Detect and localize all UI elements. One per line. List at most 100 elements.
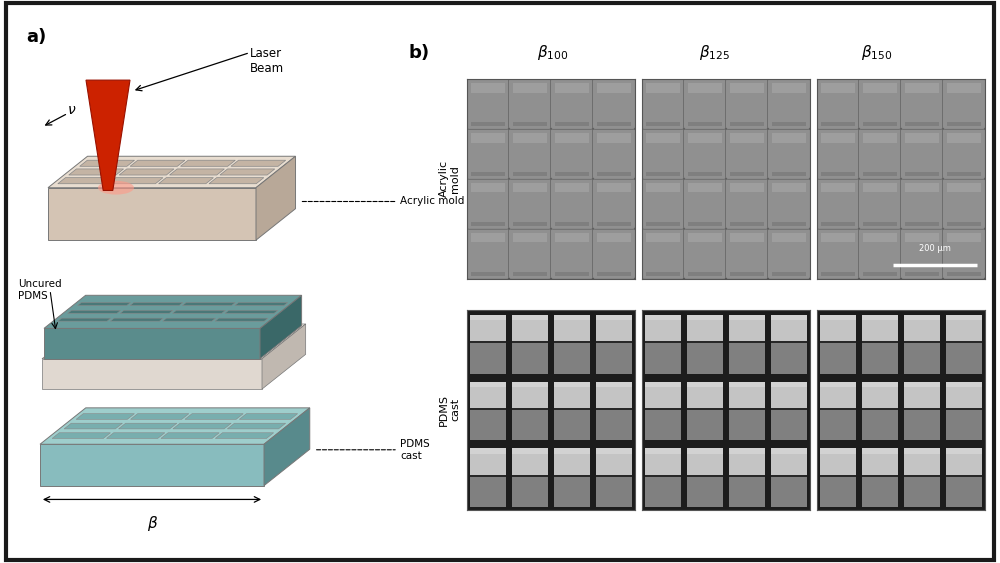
Polygon shape	[260, 295, 302, 359]
Polygon shape	[40, 408, 310, 444]
Bar	[554, 475, 590, 476]
Bar	[862, 315, 898, 320]
Polygon shape	[64, 423, 122, 429]
FancyBboxPatch shape	[684, 178, 726, 229]
FancyBboxPatch shape	[688, 133, 722, 142]
FancyBboxPatch shape	[467, 228, 509, 279]
Bar	[817, 443, 859, 510]
Bar	[726, 310, 768, 376]
Bar	[645, 475, 681, 507]
FancyBboxPatch shape	[863, 233, 897, 243]
Bar	[904, 448, 940, 454]
FancyBboxPatch shape	[646, 133, 680, 142]
FancyBboxPatch shape	[642, 178, 684, 229]
Bar	[904, 408, 940, 410]
Bar	[729, 315, 765, 320]
FancyBboxPatch shape	[597, 133, 631, 142]
Bar	[771, 475, 807, 476]
Bar	[943, 443, 985, 510]
FancyBboxPatch shape	[817, 228, 859, 279]
FancyBboxPatch shape	[730, 172, 764, 176]
Text: a): a)	[26, 28, 46, 46]
FancyBboxPatch shape	[555, 222, 589, 226]
FancyBboxPatch shape	[768, 228, 810, 279]
FancyBboxPatch shape	[726, 178, 768, 229]
Polygon shape	[264, 408, 310, 486]
FancyBboxPatch shape	[688, 122, 722, 126]
Bar	[687, 448, 723, 454]
FancyBboxPatch shape	[901, 228, 943, 279]
Bar	[596, 448, 632, 475]
FancyBboxPatch shape	[730, 122, 764, 126]
FancyBboxPatch shape	[905, 122, 939, 126]
FancyBboxPatch shape	[730, 233, 764, 243]
Bar	[687, 448, 723, 475]
Bar	[554, 342, 590, 374]
FancyBboxPatch shape	[863, 182, 897, 193]
FancyBboxPatch shape	[593, 128, 635, 179]
FancyBboxPatch shape	[821, 133, 855, 142]
Bar	[687, 382, 723, 387]
Bar	[771, 408, 807, 440]
FancyBboxPatch shape	[646, 122, 680, 126]
Bar	[946, 315, 982, 320]
Polygon shape	[159, 178, 213, 184]
Bar	[904, 315, 940, 320]
FancyBboxPatch shape	[901, 178, 943, 229]
Text: 200 µm: 200 µm	[919, 244, 951, 253]
Polygon shape	[42, 359, 262, 389]
Bar	[554, 448, 590, 454]
Bar	[687, 475, 723, 507]
Bar	[470, 475, 506, 507]
FancyBboxPatch shape	[597, 83, 631, 92]
FancyBboxPatch shape	[943, 178, 985, 229]
Polygon shape	[239, 414, 298, 419]
Polygon shape	[262, 324, 306, 389]
Bar	[596, 382, 632, 408]
FancyBboxPatch shape	[905, 233, 939, 243]
Bar	[554, 382, 590, 387]
FancyBboxPatch shape	[863, 133, 897, 142]
Bar	[645, 315, 681, 320]
Bar	[862, 448, 898, 475]
FancyBboxPatch shape	[471, 122, 505, 126]
Bar	[768, 443, 810, 510]
Bar	[904, 382, 940, 408]
Polygon shape	[52, 433, 110, 439]
FancyBboxPatch shape	[772, 272, 806, 276]
Polygon shape	[163, 318, 216, 321]
Polygon shape	[215, 433, 274, 439]
Bar	[901, 376, 943, 443]
FancyBboxPatch shape	[768, 178, 810, 229]
Bar	[470, 408, 506, 440]
Bar	[729, 382, 765, 387]
Bar	[687, 315, 723, 320]
FancyBboxPatch shape	[551, 228, 593, 279]
Polygon shape	[68, 310, 121, 314]
Bar	[554, 315, 590, 342]
FancyBboxPatch shape	[943, 128, 985, 179]
FancyBboxPatch shape	[859, 128, 901, 179]
Bar	[943, 376, 985, 443]
FancyBboxPatch shape	[947, 272, 981, 276]
Bar	[512, 382, 548, 387]
Bar	[820, 475, 856, 476]
FancyBboxPatch shape	[597, 172, 631, 176]
Bar	[512, 408, 548, 440]
FancyBboxPatch shape	[646, 182, 680, 193]
FancyBboxPatch shape	[772, 83, 806, 92]
Bar	[862, 341, 898, 343]
Bar	[596, 342, 632, 374]
FancyBboxPatch shape	[772, 233, 806, 243]
FancyBboxPatch shape	[646, 233, 680, 243]
Bar	[596, 475, 632, 476]
Bar	[642, 376, 684, 443]
Bar	[512, 475, 548, 507]
FancyBboxPatch shape	[901, 78, 943, 129]
FancyBboxPatch shape	[772, 133, 806, 142]
Bar	[551, 310, 593, 376]
FancyBboxPatch shape	[943, 228, 985, 279]
FancyBboxPatch shape	[555, 133, 589, 142]
Bar	[946, 341, 982, 343]
Bar	[596, 408, 632, 440]
